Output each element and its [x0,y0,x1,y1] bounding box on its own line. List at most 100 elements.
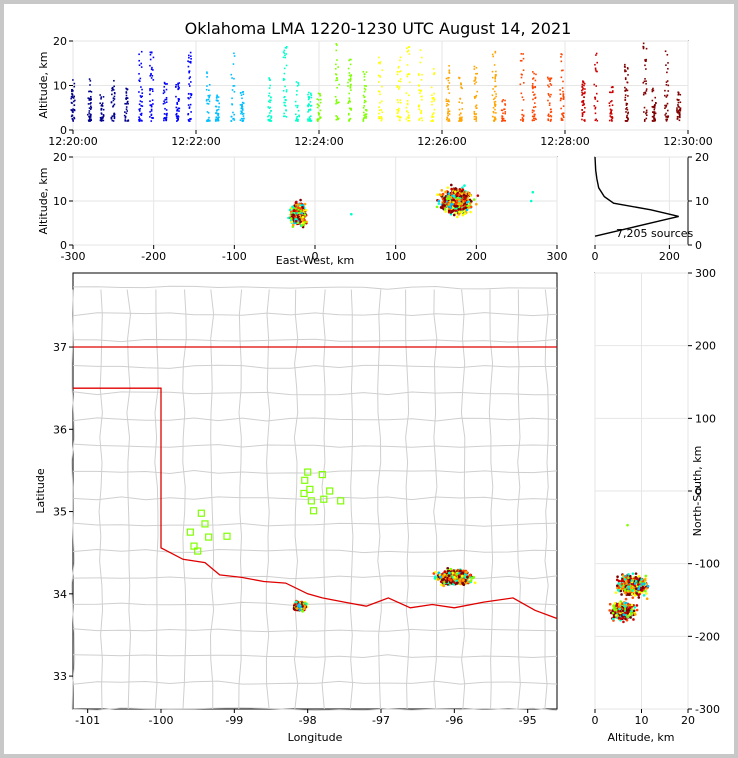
source-point [206,102,209,105]
source-point [102,115,105,117]
source-point [206,85,208,87]
source-point [363,90,366,93]
source-point [239,92,242,94]
source-point [113,95,116,98]
source-point [207,112,210,114]
source-point [207,103,210,105]
source-point [467,192,471,196]
source-point [463,579,467,582]
source-point [559,99,562,102]
source-point [216,94,218,97]
source-point [676,107,678,109]
source-point [188,85,191,87]
source-point [187,113,189,116]
source-point [547,93,550,95]
source-point [520,59,523,62]
source-point [189,76,191,78]
source-point [459,569,462,573]
source-point [679,108,682,111]
county-line [98,289,104,710]
source-point [267,115,269,118]
source-point [348,92,350,95]
source-point [621,585,625,589]
y-tick-label: 0 [60,239,67,252]
source-point [475,94,478,97]
station-marker [223,532,231,540]
source-point [624,597,628,601]
source-point [348,100,350,103]
source-point [140,66,143,68]
source-point [150,73,152,76]
source-point [464,206,468,209]
source-point [443,207,447,211]
source-point [310,94,313,97]
source-point [460,82,462,84]
source-point [165,98,168,101]
source-point [138,73,140,75]
source-point [399,56,402,59]
source-point [111,115,114,117]
county-line [72,522,558,527]
source-point [678,106,680,108]
source-point [349,78,352,81]
source-point [297,120,299,122]
source-point [626,120,628,122]
source-point [310,93,312,95]
source-point [678,116,681,118]
source-point [308,104,311,106]
source-point [419,49,422,51]
source-point [651,88,654,91]
source-point [336,102,339,104]
source-point [307,118,309,121]
source-point [548,115,550,118]
source-point [475,72,477,75]
source-point [504,104,507,106]
source-point [88,110,91,112]
source-point [455,581,459,585]
source-point [88,115,90,118]
station-marker [320,495,328,503]
source-point [242,93,245,96]
source-point [70,115,73,118]
altitude-northsouth-xlabel: Altitude, km [607,731,674,744]
source-point [446,116,448,119]
source-point [645,58,647,61]
y-tick-label: 300 [695,267,716,280]
source-point [163,89,165,92]
source-point [175,106,178,109]
source-point [452,213,456,217]
eastwest-xlabel: East-West, km [276,254,354,267]
source-point [269,120,271,122]
source-point [463,199,467,203]
source-point [611,86,614,88]
source-point [594,98,597,100]
source-point [283,49,286,52]
source-point [102,114,105,116]
source-point [149,58,152,61]
source-point [190,55,192,58]
x-tick-label: -98 [299,714,317,727]
source-point [365,117,367,119]
source-point [299,198,302,202]
source-point [297,206,300,210]
source-point [612,615,616,619]
source-point [111,86,114,89]
source-point [308,109,310,111]
source-point [112,104,115,107]
source-point [296,221,300,224]
source-point [149,64,151,67]
source-point [645,112,647,115]
source-point [218,102,221,105]
source-point [215,112,218,115]
source-point [407,50,410,52]
source-point [645,109,648,112]
source-point [397,110,399,113]
source-point [667,84,670,87]
source-point [207,98,210,101]
y-tick-label: 34 [53,588,67,601]
source-point [469,205,473,209]
source-point [560,56,562,58]
source-point [664,94,666,97]
source-point [493,118,496,121]
source-point [447,85,449,87]
